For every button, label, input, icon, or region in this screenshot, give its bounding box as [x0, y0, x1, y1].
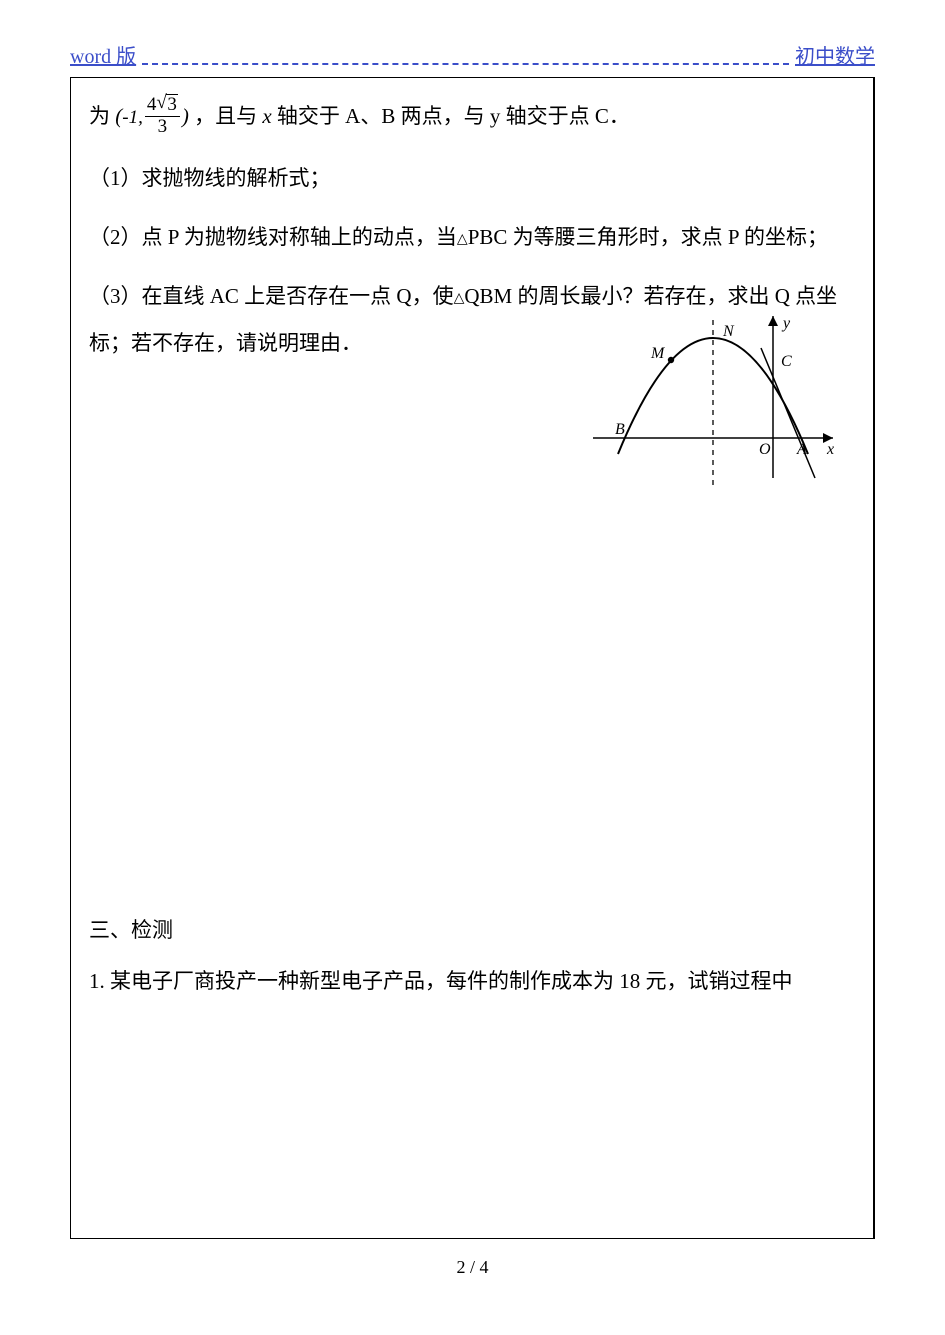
content-frame: 为 (-1,433) ，且与 x 轴交于 A、B 两点，与 y 轴交于点 C． … [70, 77, 875, 1238]
q3-rest: QBM 的周长最小？若存在，求出 Q 点坐 [464, 284, 837, 308]
q2-prefix: （2）点 P 为抛物线对称轴上的动点，当 [89, 225, 457, 249]
point-M-dot [668, 357, 674, 363]
right-border [873, 78, 874, 1238]
label-N: N [722, 323, 735, 340]
vertex-close-paren: ) [182, 104, 189, 128]
q3-prefix: （3）在直线 AC 上是否存在一点 Q，使 [89, 284, 454, 308]
test-question-1: 1. 某电子厂商投产一种新型电子产品，每件的制作成本为 18 元，试销过程中 [89, 961, 859, 1002]
label-M: M [650, 345, 666, 362]
page-header: word 版 初中数学 [70, 40, 875, 69]
bottom-border [70, 1238, 875, 1239]
content-area: 为 (-1,433) ，且与 x 轴交于 A、B 两点，与 y 轴交于点 C． … [71, 78, 873, 1238]
header-left-link[interactable]: word 版 [70, 40, 136, 69]
question-1: （1）求抛物线的解析式； [89, 158, 859, 199]
question-2: （2）点 P 为抛物线对称轴上的动点，当△PBC 为等腰三角形时，求点 P 的坐… [89, 217, 859, 258]
vertex-rest-2: 轴交于 A、B 两点，与 y 轴交于点 C． [277, 104, 630, 128]
label-y: y [781, 315, 791, 332]
x-variable: x [262, 104, 271, 128]
triangle-symbol-1: △ [457, 232, 468, 247]
q2-rest: PBC 为等腰三角形时，求点 P 的坐标； [468, 225, 828, 249]
label-x: x [826, 441, 834, 458]
vertex-fraction: 433 [145, 94, 180, 138]
vertex-rest-1: ，且与 [194, 104, 257, 128]
label-O: O [759, 441, 771, 458]
vertex-prefix: 为 [89, 104, 110, 128]
page-footer: 2 / 4 [70, 1257, 875, 1278]
vertex-line: 为 (-1,433) ，且与 x 轴交于 A、B 两点，与 y 轴交于点 C． [89, 96, 859, 140]
frac-denominator: 3 [145, 117, 180, 138]
header-divider [142, 62, 789, 65]
parabola-diagram: y x O A B C M N [583, 308, 843, 498]
label-A: A [796, 441, 807, 458]
frac-sqrt: 3 [156, 94, 178, 116]
parabola-curve [618, 338, 808, 454]
label-C: C [781, 353, 792, 370]
header-right-link[interactable]: 初中数学 [795, 40, 875, 69]
y-axis-arrow [768, 316, 778, 326]
document-page: word 版 初中数学 为 (-1,433) ，且与 x 轴交于 A、B 两点，… [0, 0, 945, 1335]
frac-radicand: 3 [166, 94, 178, 116]
triangle-symbol-2: △ [454, 291, 465, 306]
vertex-x-value: -1, [122, 107, 143, 128]
section-3-heading: 三、检测 [89, 910, 859, 951]
frac-numerator-coef: 4 [147, 94, 157, 115]
label-B: B [615, 421, 625, 438]
